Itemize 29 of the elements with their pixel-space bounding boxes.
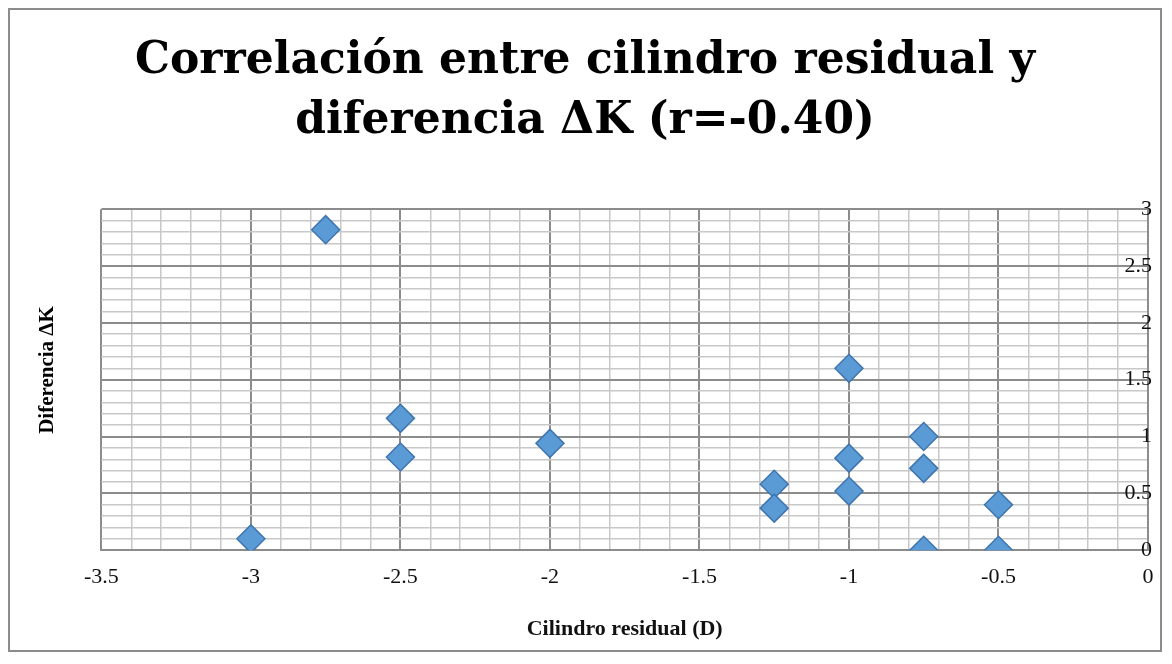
point [983, 489, 1014, 520]
x-tick-label: -2 [540, 563, 560, 589]
y-axis-title: Diferencia ΔK [33, 306, 59, 434]
point [908, 453, 939, 484]
x-tick-label: -3.5 [84, 563, 119, 589]
y-tick-label: 1 [1141, 422, 1152, 448]
y-tick-label: 0.5 [1124, 479, 1152, 505]
point [908, 421, 939, 452]
y-tick-label: 0 [1141, 535, 1152, 561]
point [385, 403, 416, 434]
point [385, 442, 416, 472]
point [759, 493, 789, 523]
x-tick-label: -1 [839, 563, 859, 589]
chart-title: Correlación entre cilindro residual y diferencia ΔK (r=-0.40) [134, 31, 1037, 145]
y-tick-label: 2.5 [1124, 251, 1152, 277]
y-tick-label: 1.5 [1124, 365, 1152, 391]
point [834, 353, 864, 384]
point [834, 443, 864, 473]
x-tick-label: -2.5 [383, 563, 418, 589]
y-tick-label: 3 [1141, 194, 1152, 220]
x-tick-label: -0.5 [981, 563, 1016, 589]
point [236, 524, 266, 551]
point [834, 476, 864, 506]
point [310, 214, 341, 245]
x-axis-title: Cilindro residual (D) [526, 615, 723, 641]
x-tick-label: -3 [241, 563, 261, 589]
x-tick-label: -1.5 [682, 563, 717, 589]
point [535, 428, 565, 459]
y-tick-label: 2 [1141, 308, 1152, 334]
